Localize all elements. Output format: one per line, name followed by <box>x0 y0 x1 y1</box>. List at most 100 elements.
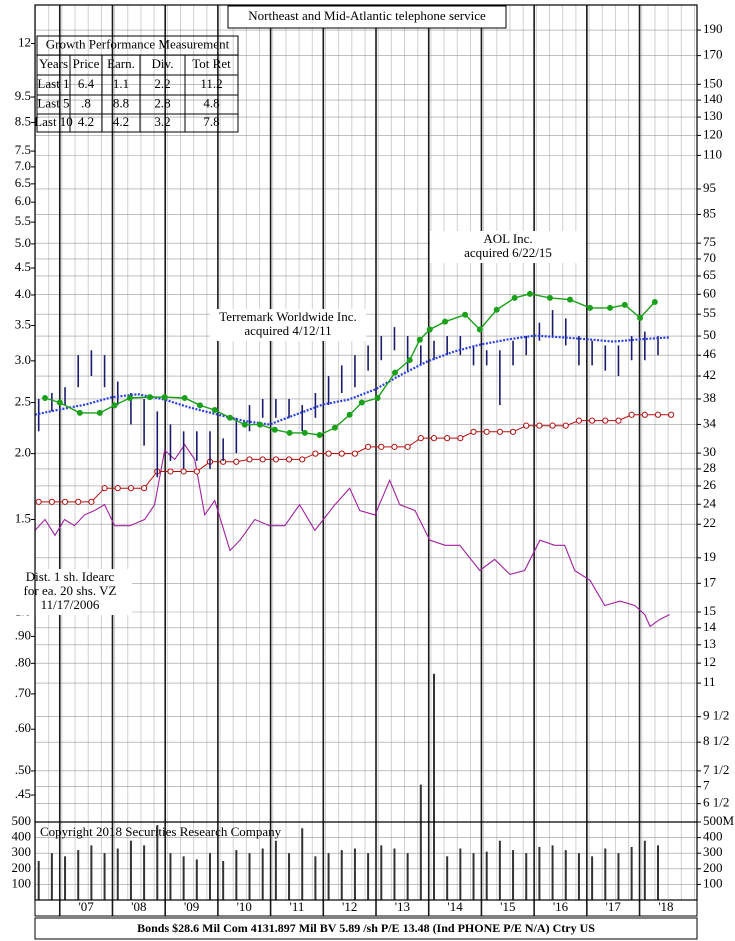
volume-bar <box>367 853 370 900</box>
table-cell: 8.8 <box>113 95 129 110</box>
table-cell: 4.8 <box>203 95 219 110</box>
volume-y2-tick-label: 100 <box>703 875 723 890</box>
y-tick-label: 140 <box>703 91 723 106</box>
y-tick-label: 150 <box>703 75 723 90</box>
dividend-point <box>444 435 451 442</box>
volume-bar <box>156 825 159 900</box>
y-tick-label: 75 <box>703 234 716 249</box>
y2-tick-label: 3.5 <box>15 317 31 332</box>
volume-bar <box>340 850 343 900</box>
dividend-point <box>285 456 293 463</box>
volume-bar <box>77 850 80 900</box>
earnings-point <box>462 311 469 318</box>
volume-bar <box>261 848 264 900</box>
x-tick-label: '12 <box>342 899 357 914</box>
volume-bar <box>301 828 304 900</box>
dividend-point <box>549 422 556 429</box>
table-cell: 6.4 <box>78 76 95 91</box>
earnings-point <box>316 431 323 438</box>
earnings-point <box>637 314 644 321</box>
table-cell: 2.2 <box>154 76 170 91</box>
dividend-point <box>641 411 648 418</box>
earnings-point <box>476 326 483 333</box>
volume-bar <box>459 848 462 900</box>
earnings-point <box>196 402 203 409</box>
table-header: Tot Ret <box>192 56 231 71</box>
volume-bar <box>37 861 40 900</box>
annotation: AOL Inc. <box>483 231 532 246</box>
volume-bar <box>512 850 515 900</box>
dividend-point <box>589 417 596 424</box>
y-tick-label: 55 <box>703 305 716 320</box>
y-tick-label: 15 <box>703 603 716 618</box>
earnings-point <box>426 326 433 333</box>
volume-bar <box>393 848 396 900</box>
volume-bar <box>604 848 607 900</box>
dividend-point <box>509 428 517 435</box>
y-tick-label: 30 <box>703 444 716 459</box>
dividend-point <box>180 468 187 475</box>
y-tick-label: 24 <box>703 495 717 510</box>
dividend-point <box>668 411 675 418</box>
volume-bar <box>485 851 488 900</box>
earnings-point <box>587 304 594 311</box>
volume-tick-label: 300 <box>12 844 32 859</box>
earnings-point <box>146 394 153 401</box>
volume-bar <box>630 846 633 900</box>
y-tick-label: 50 <box>703 327 716 342</box>
annotation: 11/17/2006 <box>41 597 100 612</box>
dividend-point <box>325 450 332 457</box>
dividend-point <box>457 435 464 442</box>
y-tick-label: 95 <box>703 180 716 195</box>
table-cell: .8 <box>81 95 91 110</box>
earnings-point <box>271 426 278 433</box>
volume-bar <box>182 856 185 900</box>
volume-bar <box>208 853 211 900</box>
y2-tick-label: .45 <box>15 786 31 801</box>
earnings-point <box>391 369 398 376</box>
table-cell: Last 10 <box>34 114 73 129</box>
earnings-point <box>546 294 553 301</box>
earnings-point <box>181 395 188 402</box>
x-tick-label: '17 <box>606 899 622 914</box>
table-header: Div. <box>152 56 174 71</box>
y-tick-label: 60 <box>703 285 716 300</box>
y2-tick-label: .70 <box>15 685 31 700</box>
earnings-point <box>346 411 353 418</box>
y-tick-label: 65 <box>703 267 716 282</box>
volume-bar <box>538 846 541 900</box>
annotation-bg <box>210 309 366 341</box>
x-tick-label: '16 <box>553 899 569 914</box>
dividend-point <box>61 498 69 505</box>
volume-bar <box>222 861 225 900</box>
y-tick-label: 38 <box>703 390 716 405</box>
volume-tick-label: 400 <box>12 829 32 844</box>
dividend-point <box>127 485 135 492</box>
dividend-point <box>430 435 438 442</box>
dividend-point <box>272 456 279 463</box>
volume-tick-label: 100 <box>12 875 32 890</box>
volume-bar <box>288 853 291 900</box>
y-tick-label: 110 <box>703 146 722 161</box>
copyright: Copyright 2018 Securities Research Compa… <box>40 824 282 839</box>
volume-bar <box>419 784 422 900</box>
y2-tick-label: 7.5 <box>15 142 31 157</box>
earnings-point <box>211 406 218 413</box>
dividend-point <box>246 456 253 463</box>
y-tick-label: 14 <box>703 619 717 634</box>
dividend-point <box>101 485 108 492</box>
earnings-point <box>241 421 248 428</box>
y-tick-label: 6 1/2 <box>703 795 729 810</box>
y2-tick-label: 12 <box>18 35 31 50</box>
dividend-point <box>351 450 359 457</box>
dividend-point <box>167 468 174 475</box>
table-header: Price <box>73 56 100 71</box>
x-tick-label: '14 <box>447 899 463 914</box>
volume-tick-label: 500 <box>12 813 32 828</box>
table-cell: 7.8 <box>203 114 219 129</box>
annotation: Terremark Worldwide Inc. <box>219 309 357 324</box>
table-title: Growth Performance Measurement <box>46 36 230 51</box>
dividend-point <box>233 458 240 465</box>
x-tick-label: '11 <box>290 899 305 914</box>
volume-bar <box>406 853 409 900</box>
